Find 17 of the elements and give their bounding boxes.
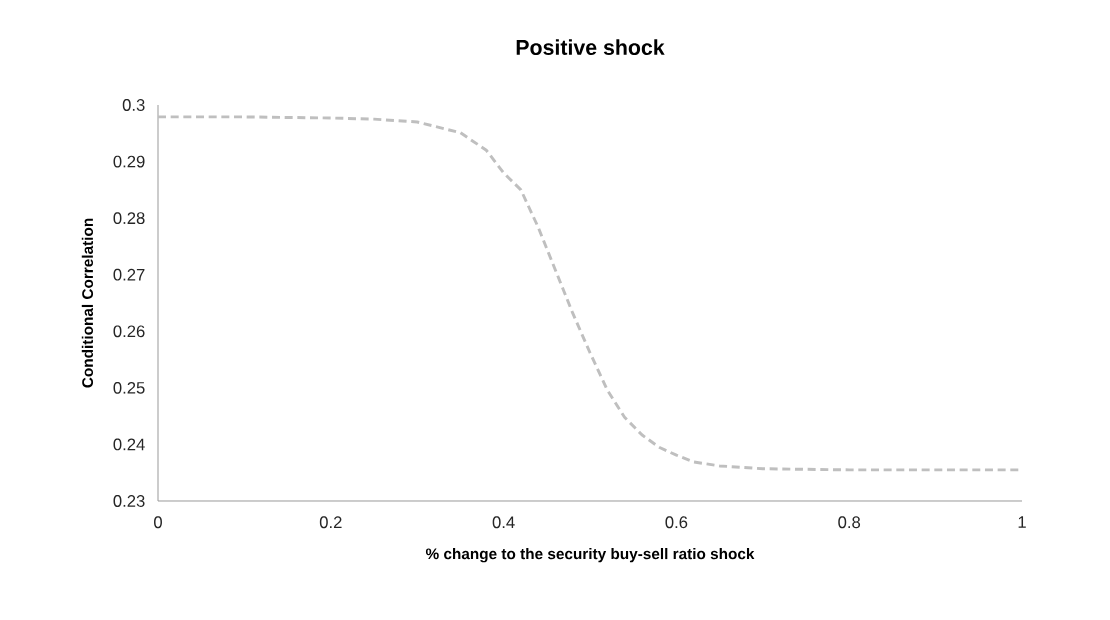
x-axis-title: % change to the security buy-sell ratio shock	[425, 547, 755, 563]
x-tick-label: 1	[1018, 516, 1026, 528]
y-tick-label: 0.23	[113, 495, 145, 507]
y-axis-title: Conditional Correlation	[81, 218, 94, 388]
y-tick-label: 0.24	[113, 438, 145, 451]
y-tick-label: 0.26	[113, 325, 145, 338]
x-tick-label: 0.8	[838, 516, 861, 529]
y-tick-label: 0.29	[113, 155, 145, 168]
x-tick-label: 0	[154, 516, 162, 529]
y-tick-label: 0.27	[113, 268, 145, 281]
x-tick-label: 0.2	[319, 516, 342, 529]
y-tick-label: 0.3	[122, 99, 145, 111]
x-tick-label: 0.6	[665, 516, 688, 529]
y-tick-label: 0.28	[113, 212, 145, 225]
y-tick-label: 0.25	[113, 381, 145, 394]
chart-title: Positive shock	[516, 39, 665, 55]
x-tick-label: 0.4	[492, 516, 515, 529]
